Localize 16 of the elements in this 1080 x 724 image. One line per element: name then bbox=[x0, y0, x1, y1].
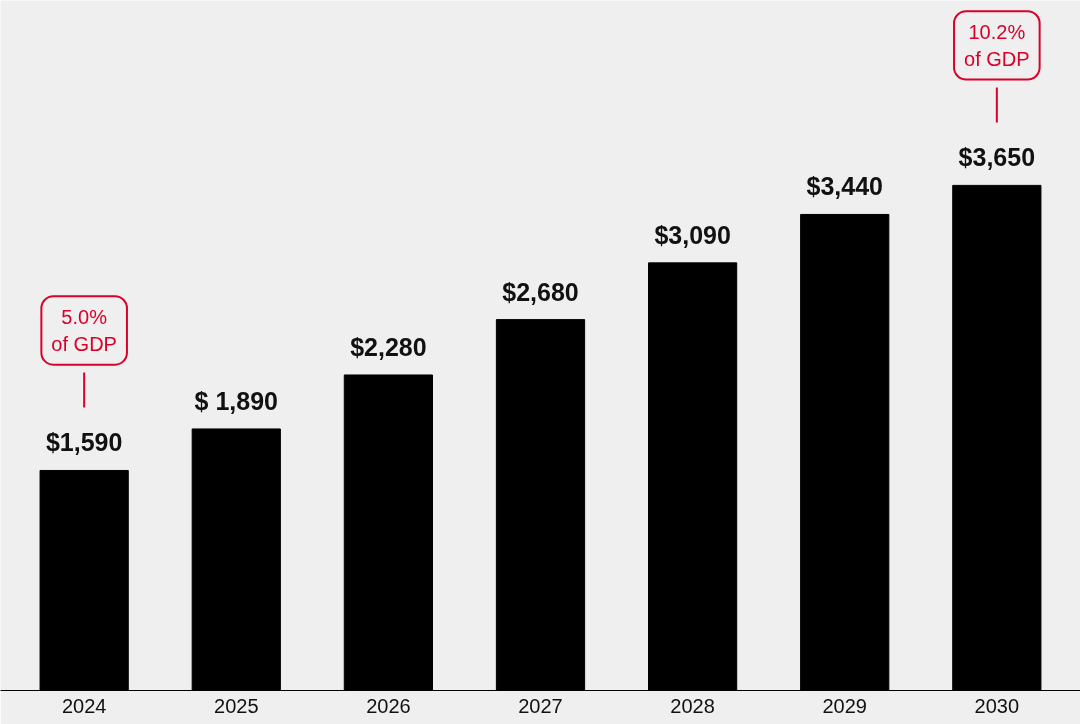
data-label: $3,440 bbox=[806, 172, 883, 201]
x-tick-label: 2026 bbox=[366, 694, 411, 717]
data-label: $1,590 bbox=[45, 428, 123, 457]
data-label: $3,090 bbox=[654, 220, 731, 249]
data-label: $2,680 bbox=[502, 277, 579, 306]
x-tick-label: 2028 bbox=[670, 694, 715, 717]
x-tick-label: 2030 bbox=[974, 694, 1020, 717]
x-tick-label: 2027 bbox=[518, 694, 563, 717]
data-label: $ 1,890 bbox=[194, 386, 278, 415]
data-label: $3,650 bbox=[958, 143, 1036, 172]
x-tick-label: 2029 bbox=[822, 694, 867, 717]
x-tick-label: 2024 bbox=[61, 694, 107, 717]
data-label: $2,280 bbox=[350, 332, 427, 361]
x-tick-label: 2025 bbox=[214, 694, 259, 717]
annotation: 5.0% of GDP bbox=[51, 306, 117, 355]
text: 10.2% of GDP bbox=[964, 21, 1030, 70]
